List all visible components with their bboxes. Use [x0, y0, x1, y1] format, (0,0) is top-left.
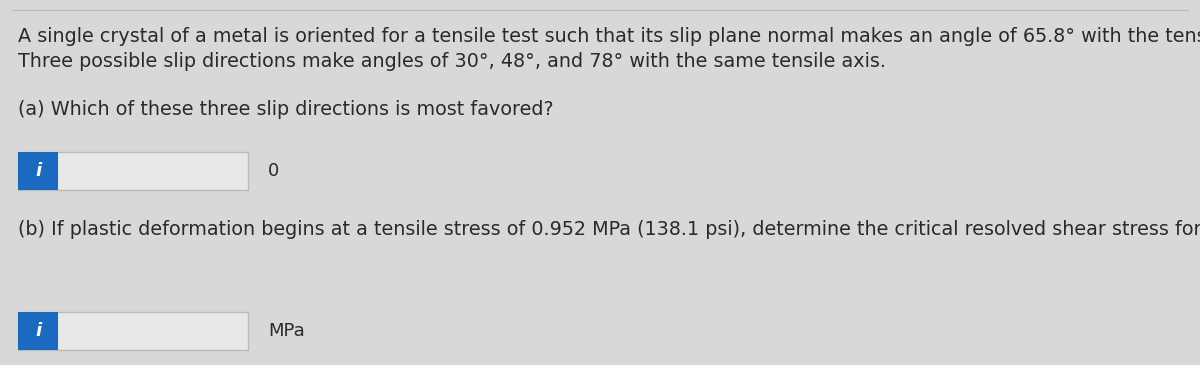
FancyBboxPatch shape — [18, 152, 248, 190]
FancyBboxPatch shape — [18, 312, 248, 350]
FancyBboxPatch shape — [18, 312, 58, 350]
FancyBboxPatch shape — [18, 152, 58, 190]
Text: i: i — [35, 322, 41, 340]
Text: (a) Which of these three slip directions is most favored?: (a) Which of these three slip directions… — [18, 100, 553, 119]
Text: 0: 0 — [268, 162, 280, 180]
Text: MPa: MPa — [268, 322, 305, 340]
Text: A single crystal of a metal is oriented for a tensile test such that its slip pl: A single crystal of a metal is oriented … — [18, 27, 1200, 46]
Text: Three possible slip directions make angles of 30°, 48°, and 78° with the same te: Three possible slip directions make angl… — [18, 52, 886, 71]
Text: (b) If plastic deformation begins at a tensile stress of 0.952 MPa (138.1 psi), : (b) If plastic deformation begins at a t… — [18, 220, 1200, 239]
Text: i: i — [35, 162, 41, 180]
